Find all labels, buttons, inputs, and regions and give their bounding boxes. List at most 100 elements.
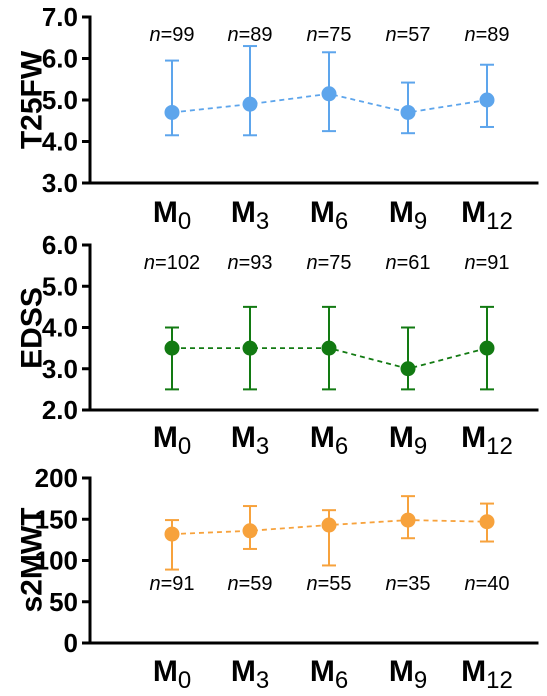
y-axis-label: s2MWT [16,508,49,613]
data-point [400,361,416,377]
x-tick-label-base: M [153,655,178,688]
y-tick-label: 0 [64,628,78,658]
x-tick-label-subscript: 6 [335,433,348,460]
n-label-prefix: n [464,24,475,46]
n-label: n=75 [306,24,351,46]
n-label-value: =89 [239,24,273,46]
n-label: n=91 [464,252,509,274]
n-label: n=55 [306,573,351,595]
x-tick-label-subscript: 9 [414,667,427,694]
x-tick-label-subscript: 0 [178,433,191,460]
x-tick-label: M12 [461,196,513,235]
x-tick-label-subscript: 3 [256,208,269,235]
n-label: n=102 [144,252,200,274]
data-point [164,104,180,120]
n-label-value: =102 [155,252,200,274]
n-label-value: =75 [318,252,352,274]
x-tick-label: M3 [231,196,269,235]
y-tick-label: 50 [49,587,78,617]
n-label: n=61 [385,252,430,274]
n-label-value: =91 [476,252,510,274]
data-point [479,340,495,356]
x-tick-label: M12 [461,655,513,694]
x-tick-label: M3 [231,655,269,694]
n-label-value: =91 [161,573,195,595]
data-point [242,340,258,356]
n-label: n=57 [385,24,430,46]
x-tick-label-subscript: 9 [414,433,427,460]
n-label-value: =89 [476,24,510,46]
n-label-prefix: n [149,24,160,46]
n-label-prefix: n [464,573,475,595]
x-tick-label: M6 [310,421,348,460]
x-tick-label-base: M [153,421,178,454]
data-point [321,517,337,533]
y-tick-label: 100 [35,546,78,576]
y-tick-label: 2.0 [42,395,78,425]
y-tick-label: 3.0 [42,354,78,384]
x-tick-label-base: M [461,655,486,688]
n-label-value: =57 [397,24,431,46]
n-label-value: =59 [239,573,273,595]
x-tick-label-base: M [231,421,256,454]
x-tick-label-base: M [310,196,335,229]
x-tick-label: M12 [461,421,513,460]
x-tick-label: M6 [310,655,348,694]
n-label: n=75 [306,252,351,274]
n-label-prefix: n [227,24,238,46]
y-axis-label: T25FW [16,50,49,149]
x-tick-label: M9 [389,196,427,235]
n-label-value: =40 [476,573,510,595]
x-tick-label: M9 [389,655,427,694]
data-point [400,104,416,120]
x-tick-label: M3 [231,421,269,460]
n-label-prefix: n [227,252,238,274]
data-point [242,523,258,539]
x-tick-label: M0 [153,655,191,694]
n-label: n=35 [385,573,430,595]
y-tick-label: 5.0 [42,85,78,115]
y-tick-label: 5.0 [42,271,78,301]
x-tick-label: M6 [310,196,348,235]
x-tick-label-base: M [153,196,178,229]
x-tick-label-base: M [389,196,414,229]
n-label-prefix: n [227,573,238,595]
n-label-prefix: n [385,252,396,274]
y-tick-label: 3.0 [42,168,78,198]
x-tick-label: M9 [389,421,427,460]
x-tick-label-subscript: 6 [335,208,348,235]
n-label-prefix: n [385,24,396,46]
y-tick-label: 150 [35,504,78,534]
series-line [171,92,488,114]
data-point [479,514,495,530]
n-label: n=40 [464,573,509,595]
y-tick-label: 6.0 [42,44,78,74]
n-label: n=89 [464,24,509,46]
data-point [164,340,180,356]
x-tick-label-base: M [389,655,414,688]
x-tick-label-base: M [389,421,414,454]
n-label-value: =75 [318,24,352,46]
data-point [479,92,495,108]
x-tick-label: M0 [153,196,191,235]
x-tick-label: M0 [153,421,191,460]
x-tick-label-subscript: 6 [335,667,348,694]
x-tick-label-base: M [231,196,256,229]
x-tick-label-subscript: 12 [486,208,513,235]
n-label-prefix: n [306,24,317,46]
n-label-prefix: n [306,573,317,595]
y-tick-label: 6.0 [42,230,78,260]
data-point [400,512,416,528]
n-label-value: =93 [239,252,273,274]
x-tick-label-base: M [461,196,486,229]
data-point [321,340,337,356]
y-tick-label: 4.0 [42,313,78,343]
x-tick-label-base: M [310,421,335,454]
x-tick-label-subscript: 3 [256,667,269,694]
n-label: n=93 [227,252,272,274]
y-tick-label: 7.0 [42,2,78,32]
x-tick-label-subscript: 0 [178,667,191,694]
